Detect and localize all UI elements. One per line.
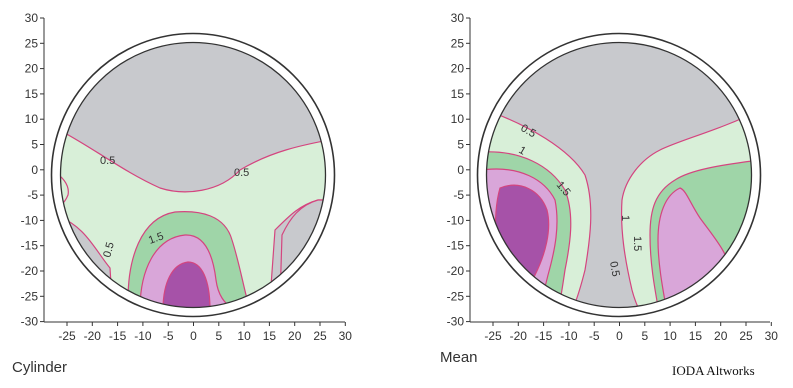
- x-tick-label: 10: [663, 329, 677, 343]
- x-tick-label: -25: [58, 329, 76, 343]
- cylinder-caption: Cylinder: [12, 359, 67, 376]
- y-tick-label: -5: [453, 188, 464, 202]
- contour-label: 0.5: [101, 241, 117, 259]
- x-tick-label: 30: [339, 329, 353, 343]
- y-tick-label: 10: [25, 112, 39, 126]
- x-tick-label: 30: [765, 329, 779, 343]
- y-tick-label: 25: [25, 36, 39, 50]
- x-tick-label: 10: [237, 329, 251, 343]
- y-tick-label: 15: [25, 87, 39, 101]
- x-tick-label: -10: [560, 329, 578, 343]
- credit-label: IODA Altworks: [672, 363, 755, 378]
- x-tick-label: -25: [484, 329, 502, 343]
- cylinder-y-axis: 30 25 20 15 10 5 0 -5 -10 -15 -20 -25 -30: [21, 11, 45, 329]
- y-tick-label: -20: [447, 264, 465, 278]
- y-tick-label: -5: [27, 188, 38, 202]
- y-tick-label: 30: [451, 11, 465, 25]
- mean-rim: [477, 33, 761, 317]
- y-tick-label: 0: [457, 163, 464, 177]
- mean-x-axis: -25 -20 -15 -10 -5 0 5 10 15 20 25 30: [470, 321, 779, 343]
- y-tick-label: 5: [457, 138, 464, 152]
- contour-label: 0.5: [234, 167, 249, 179]
- y-tick-label: 15: [451, 87, 465, 101]
- y-tick-label: 20: [25, 62, 39, 76]
- x-tick-label: 5: [641, 329, 648, 343]
- mean-y-axis: 30 25 20 15 10 5 0 -5 -10 -15 -20 -25 -30: [447, 11, 471, 329]
- mean-caption: Mean: [440, 349, 478, 366]
- contour-label: 0.5: [100, 155, 115, 167]
- x-tick-label: 5: [215, 329, 222, 343]
- x-tick-label: -20: [84, 329, 102, 343]
- y-tick-label: -10: [447, 213, 465, 227]
- x-tick-label: 0: [190, 329, 197, 343]
- cylinder-rim: [51, 33, 335, 317]
- x-tick-label: 25: [739, 329, 753, 343]
- cylinder-outline: [50, 32, 336, 318]
- y-tick-label: -30: [447, 315, 465, 329]
- x-tick-label: -10: [134, 329, 152, 343]
- contour-label: 1.5: [631, 236, 643, 251]
- y-tick-label: 25: [451, 36, 465, 50]
- contour-2-0-band: [162, 261, 211, 308]
- y-tick-label: 30: [25, 11, 39, 25]
- y-tick-label: -25: [21, 289, 39, 303]
- x-tick-label: 15: [689, 329, 703, 343]
- x-tick-label: 0: [616, 329, 623, 343]
- contour-label: 1: [619, 215, 631, 221]
- x-tick-label: -5: [589, 329, 600, 343]
- y-tick-label: -15: [21, 239, 39, 253]
- cylinder-contours: [60, 42, 326, 308]
- contour-label: 1.5: [147, 230, 165, 247]
- y-tick-label: -25: [447, 289, 465, 303]
- cylinder-x-axis: -25 -20 -15 -10 -5 0 5 10 15 20 25 30: [44, 321, 353, 343]
- y-tick-label: 20: [451, 62, 465, 76]
- y-tick-label: -15: [447, 239, 465, 253]
- y-tick-label: 10: [451, 112, 465, 126]
- x-tick-label: 25: [313, 329, 327, 343]
- x-tick-label: 20: [288, 329, 302, 343]
- y-tick-label: -20: [21, 264, 39, 278]
- x-tick-label: 20: [714, 329, 728, 343]
- contour-label: 0.5: [607, 260, 621, 277]
- contour-label: 1: [517, 144, 528, 157]
- x-tick-label: -15: [535, 329, 553, 343]
- x-tick-label: -15: [109, 329, 127, 343]
- x-tick-label: -5: [163, 329, 174, 343]
- x-tick-label: 15: [263, 329, 277, 343]
- y-tick-label: -30: [21, 315, 39, 329]
- x-tick-label: -20: [510, 329, 528, 343]
- y-tick-label: -10: [21, 213, 39, 227]
- y-tick-label: 5: [31, 138, 38, 152]
- mean-outline: [476, 32, 762, 318]
- y-tick-label: 0: [31, 163, 38, 177]
